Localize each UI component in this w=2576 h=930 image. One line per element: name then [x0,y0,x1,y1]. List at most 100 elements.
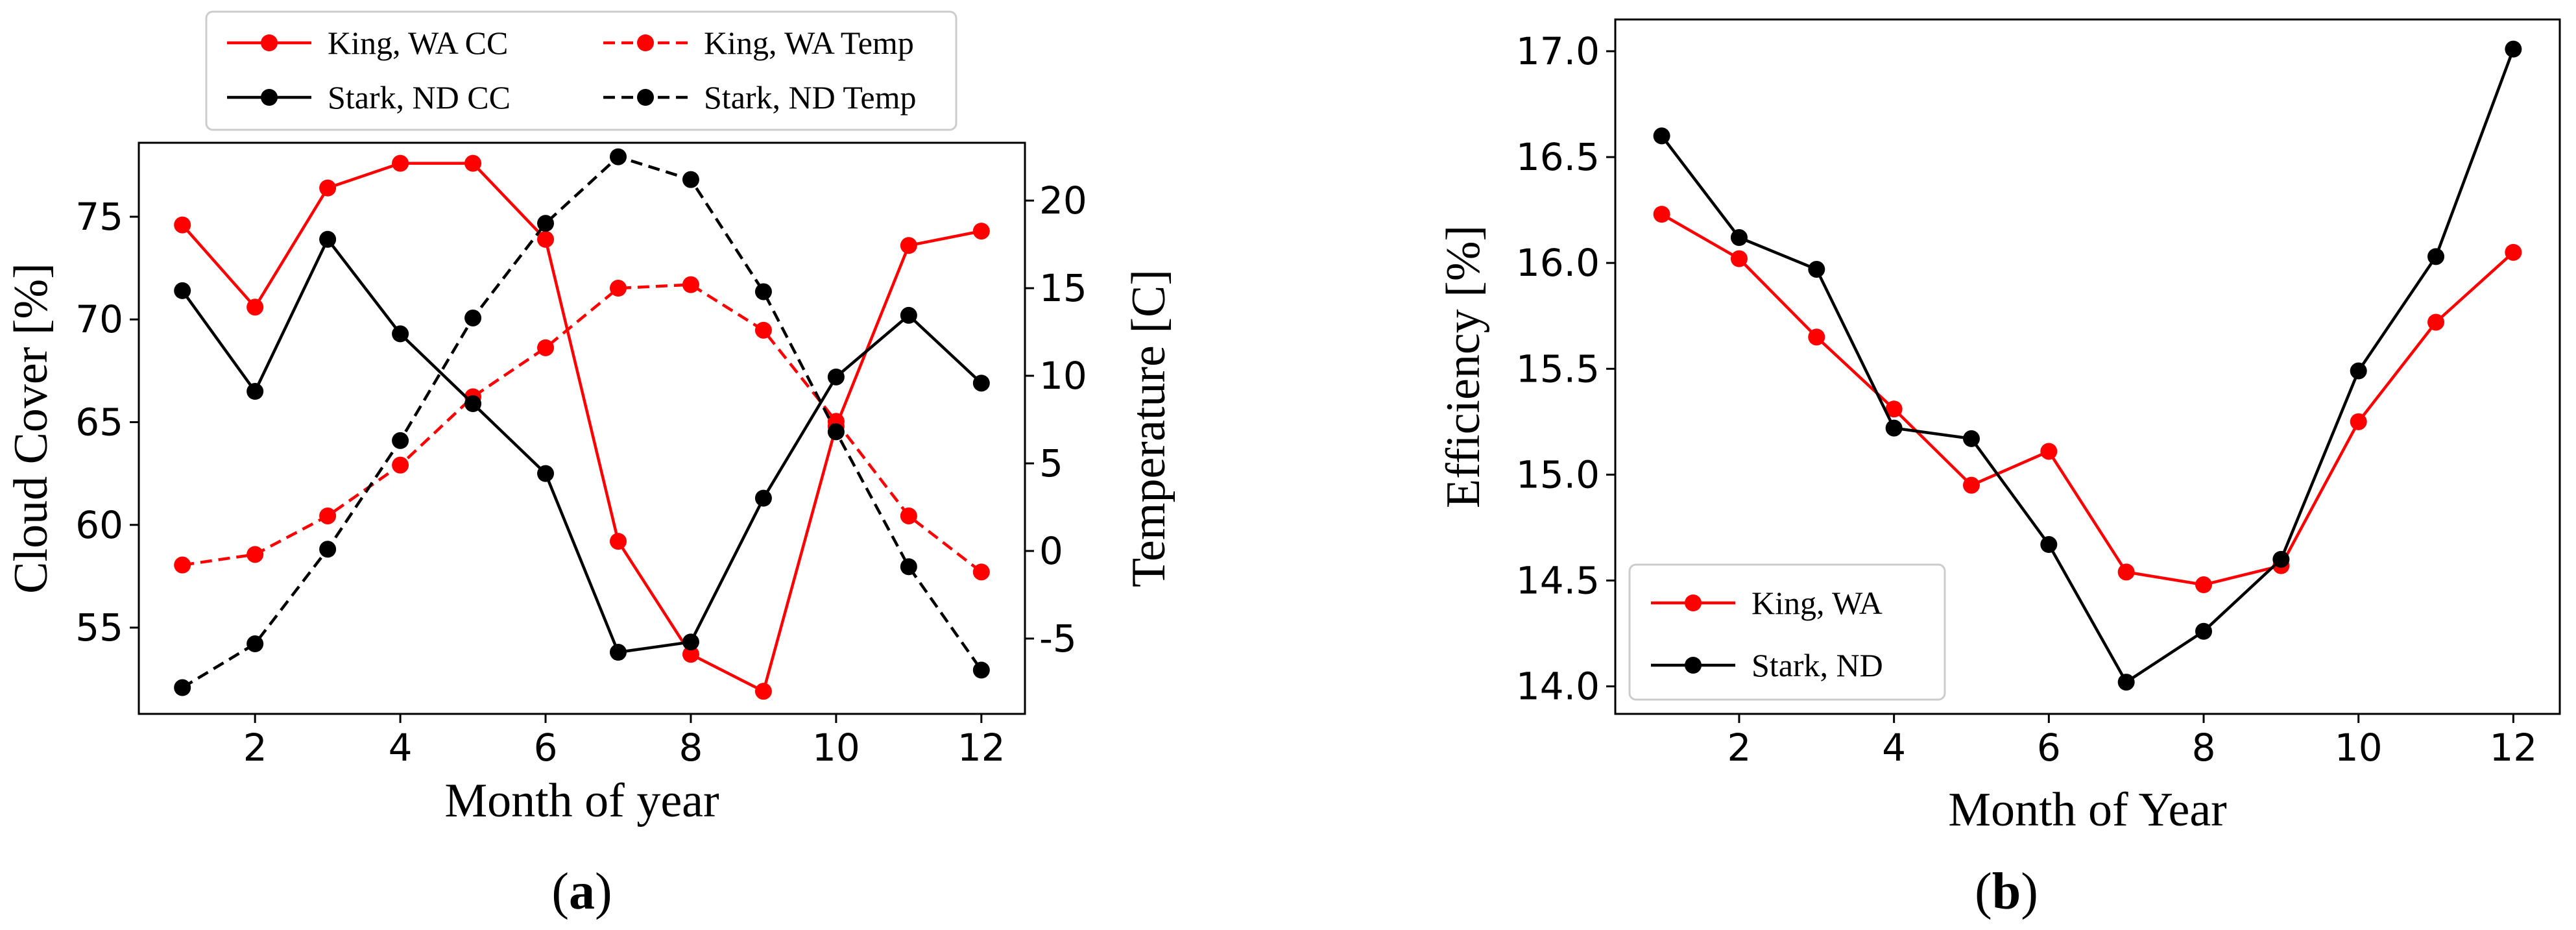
x-tick-label: 2 [243,726,267,770]
data-point [754,283,772,300]
x-tick-label: 8 [2192,726,2216,770]
legend-marker [261,34,278,51]
data-point [247,635,264,653]
data-point [972,563,990,581]
x-tick-label: 4 [389,726,413,770]
x-tick-label: 4 [1882,726,1906,770]
data-point [972,374,990,392]
data-point [1885,419,1903,437]
y-tick-label: 17.0 [1516,29,1600,73]
series-line [182,283,983,574]
data-point [2117,674,2135,691]
data-point [537,339,555,356]
panel-label-close: ) [2021,863,2038,920]
legend-entry: King, WA [1651,585,1883,621]
series-line [182,155,983,689]
data-point [2427,248,2445,265]
panel-label: (b) [1975,863,2038,920]
plot-frame [1614,18,2561,715]
data-point [464,154,482,172]
legend-entry: Stark, ND Temp [603,79,917,116]
data-point [682,171,699,188]
data-point [247,299,264,316]
data-point [464,395,482,413]
data-point [537,215,555,232]
y2-tick-label: 0 [1039,529,1063,573]
data-point [2195,622,2213,640]
data-point [537,230,555,248]
legend-entry: Stark, ND CC [227,79,511,116]
series-king-wa [1653,206,2522,594]
series-stark-nd-temp [174,148,990,696]
legend-label: Stark, ND Temp [704,79,917,116]
series-king-wa-temp [174,276,990,581]
data-point [2350,413,2367,430]
data-point [319,507,337,524]
data-point [2505,40,2522,58]
y2-axis-title: Temperature [C] [1122,269,1175,587]
y2-tick-label: 15 [1039,266,1087,310]
y-tick-label: 75 [75,195,123,239]
data-point [1808,260,1825,278]
legend-label: Stark, ND CC [328,79,511,116]
data-point [609,533,627,550]
data-point [2272,550,2290,568]
data-point [682,633,699,651]
panel-label-close: ) [595,863,612,920]
data-point [464,309,482,326]
x-tick-label: 6 [534,726,558,770]
x-tick-label: 12 [2489,726,2537,770]
data-point [2505,243,2522,261]
y-tick-label: 70 [75,297,123,341]
x-tick-label: 8 [679,726,703,770]
data-point [754,321,772,339]
data-point [247,546,264,563]
data-point [2195,576,2213,594]
legend-entry: Stark, ND [1651,647,1883,683]
x-axis-title: Month of year [444,774,719,827]
data-point [609,280,627,297]
data-point [319,541,337,558]
legend-marker [1685,594,1702,611]
y-tick-label: 16.5 [1516,135,1600,179]
y2-tick-label: -5 [1039,617,1077,661]
series-line [1661,213,2514,587]
y-tick-label: 55 [75,606,123,650]
series-stark-nd-cc [174,230,990,661]
panel-label-letter: b [1992,863,2021,920]
y-tick-label: 15.5 [1516,347,1600,391]
y2-tick-label: 10 [1039,354,1087,398]
legend-marker [1685,657,1702,674]
data-point [1808,328,1825,346]
panel-b-chart: 2 4 6 8 10 12 14.0 14.5 15.0 15.5 16.0 16.5 17.0 Mont… [1437,18,2561,920]
data-point [1730,229,1748,247]
data-point [319,179,337,197]
data-point [754,683,772,700]
data-point [537,465,555,482]
legend-label: King, WA Temp [704,25,914,61]
data-point [392,432,409,449]
series-line [181,238,983,654]
y-tick-label: 16.0 [1516,241,1600,285]
data-point [609,644,627,661]
panel-label-open: ( [551,863,569,920]
data-point [174,679,191,696]
data-point [609,148,627,165]
data-point [392,325,409,343]
data-point [827,423,845,441]
y-tick-label: 60 [75,503,123,547]
panel-a-chart: 2 4 6 8 10 12 55 60 65 70 75 -5 0 5 10 15 20 Month of yea… [5,10,1175,920]
data-point [2117,563,2135,581]
x-axis-title: Month of Year [1948,783,2227,837]
x-tick-label: 12 [957,726,1005,770]
y-tick-label: 14.5 [1516,558,1600,602]
data-point [900,306,917,324]
y2-tick-label: 5 [1039,441,1063,485]
legend-marker [637,34,654,51]
series-line [181,162,982,693]
legend-entry: King, WA Temp [603,25,914,61]
y-axis-title: Cloud Cover [%] [5,263,58,594]
data-point [319,230,337,248]
legend-frame [205,10,957,131]
